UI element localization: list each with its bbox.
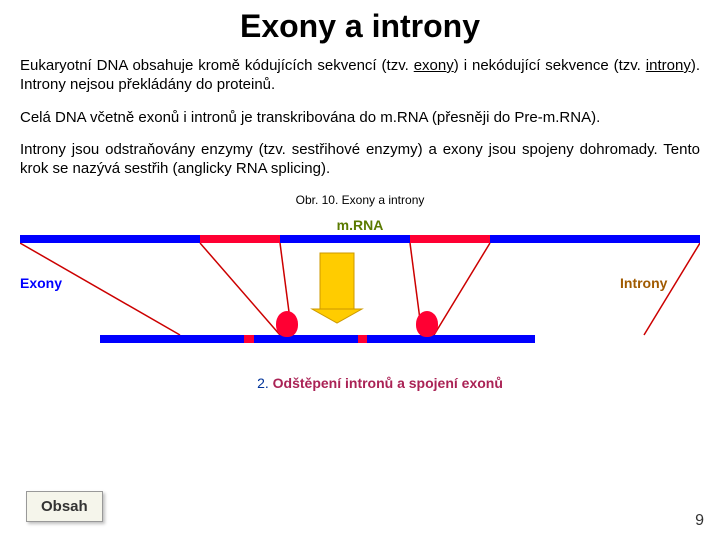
pre-mrna-strand: [20, 235, 700, 243]
intron-segment: [410, 235, 490, 243]
intron-segment: [244, 335, 254, 343]
exon-segment: [280, 235, 410, 243]
intron-segment: [358, 335, 368, 343]
caption-num: 2.: [257, 375, 273, 391]
caption-text: Odštěpení intronů a spojení exonů: [273, 375, 503, 391]
page-number: 9: [695, 512, 704, 530]
intron-loop: [276, 311, 298, 337]
exon-segment: [20, 235, 200, 243]
mrna-label: m.RNA: [20, 217, 700, 233]
exony-term: exony: [414, 57, 454, 74]
exon-segment: [367, 335, 535, 343]
page-title: Exony a introny: [20, 8, 700, 45]
intron-segment: [200, 235, 280, 243]
contents-button[interactable]: Obsah: [26, 491, 103, 522]
intron-label: Introny: [620, 275, 667, 291]
diagram-step-caption: 2. Odštěpení intronů a spojení exonů: [180, 375, 580, 391]
exon-label: Exony: [20, 275, 62, 291]
paragraph-2: Celá DNA včetně exonů i intronů je trans…: [20, 109, 700, 128]
intron-loop: [416, 311, 438, 337]
splicing-diagram: Exony Introny 2. Odštěpení intronů a spo…: [20, 235, 700, 405]
introny-term: introny: [646, 57, 691, 74]
exon-segment: [254, 335, 358, 343]
figure-caption: Obr. 10. Exony a introny: [20, 193, 700, 207]
exon-segment: [100, 335, 244, 343]
paragraph-3: Introny jsou odstraňovány enzymy (tzv. s…: [20, 141, 700, 179]
pad-segment: [535, 335, 644, 343]
exon-segment: [490, 235, 700, 243]
spliced-mrna-strand: [100, 335, 644, 343]
para1-text-b: ) i nekódující sekvence (tzv.: [454, 57, 646, 74]
para1-text-a: Eukaryotní DNA obsahuje kromě kódujících…: [20, 57, 414, 74]
paragraph-1: Eukaryotní DNA obsahuje kromě kódujících…: [20, 57, 700, 95]
